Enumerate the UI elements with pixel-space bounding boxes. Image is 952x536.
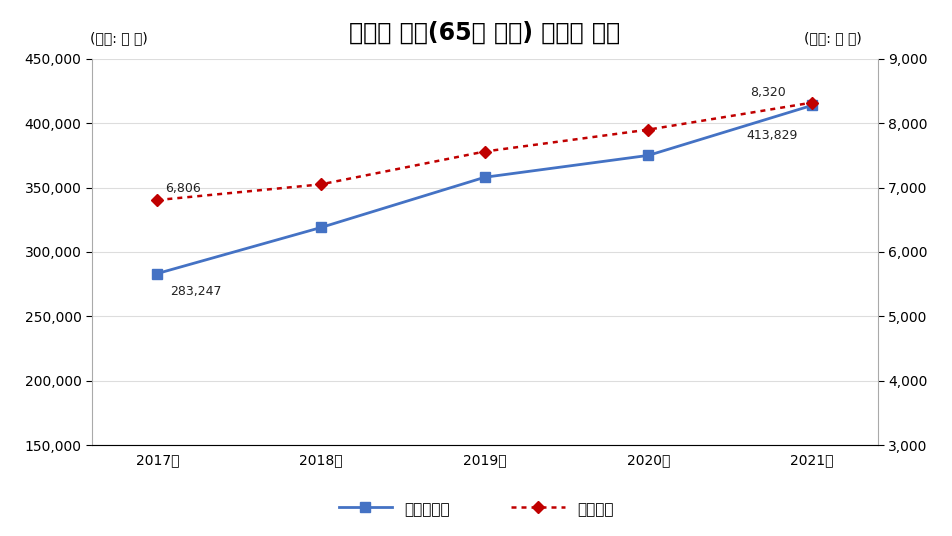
노인인구 — [806, 99, 818, 106]
Text: (단위: 억 원): (단위: 억 원) — [90, 32, 149, 46]
노인인구 — [479, 148, 490, 155]
Title: 연도별 노인(65세 이상) 진료비 현황: 연도별 노인(65세 이상) 진료비 현황 — [349, 20, 621, 44]
노인진료비 — [151, 270, 163, 277]
Line: 노인진료비: 노인진료비 — [152, 101, 817, 278]
Line: 노인인구: 노인인구 — [153, 99, 816, 204]
노인진료비 — [643, 152, 654, 159]
노인진료비 — [806, 102, 818, 109]
Text: (단위: 천 명): (단위: 천 명) — [803, 32, 862, 46]
Text: 6,806: 6,806 — [166, 182, 201, 195]
노인진료비 — [315, 224, 327, 230]
노인진료비 — [479, 174, 490, 181]
노인인구 — [315, 181, 327, 188]
Text: 8,320: 8,320 — [750, 86, 785, 99]
노인인구 — [643, 126, 654, 133]
Legend: 노인진료비, 노인인구: 노인진료비, 노인인구 — [332, 495, 620, 523]
Text: 283,247: 283,247 — [170, 285, 222, 298]
노인인구 — [151, 197, 163, 203]
Text: 413,829: 413,829 — [746, 129, 798, 142]
